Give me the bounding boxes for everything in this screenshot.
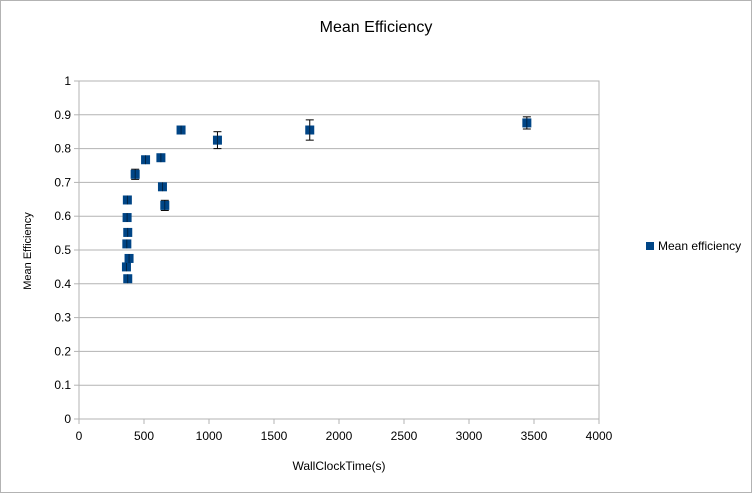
y-tick-label: 0	[64, 412, 71, 426]
x-tick-label: 3000	[456, 429, 483, 443]
y-tick-label: 0.1	[54, 378, 71, 392]
y-tick-label: 1	[64, 74, 71, 88]
legend: Mean efficiency	[646, 239, 741, 253]
x-axis-label: WallClockTime(s)	[292, 459, 386, 473]
x-tick-label: 500	[134, 429, 154, 443]
y-tick-label: 0.4	[54, 277, 71, 291]
x-tick-label: 2500	[391, 429, 418, 443]
y-tick-label: 0.2	[54, 344, 71, 358]
y-tick-label: 0.8	[54, 142, 71, 156]
x-tick-label: 1500	[261, 429, 288, 443]
legend-label-mean-efficiency: Mean efficiency	[658, 239, 742, 253]
plot-border	[78, 80, 600, 420]
y-tick-label: 0.5	[54, 243, 71, 257]
y-tick-label: 0.7	[54, 175, 71, 189]
x-tick-label: 1000	[196, 429, 223, 443]
y-tick-label: 0.6	[54, 209, 71, 223]
x-tick-label: 2000	[326, 429, 353, 443]
legend-marker	[646, 242, 654, 250]
y-tick-label: 0.9	[54, 108, 71, 122]
x-tick-label: 4000	[586, 429, 613, 443]
x-tick-label: 3500	[521, 429, 548, 443]
chart-title: Mean Efficiency	[319, 19, 433, 36]
y-tick-label: 0.3	[54, 311, 71, 325]
x-tick-label: 0	[76, 429, 83, 443]
